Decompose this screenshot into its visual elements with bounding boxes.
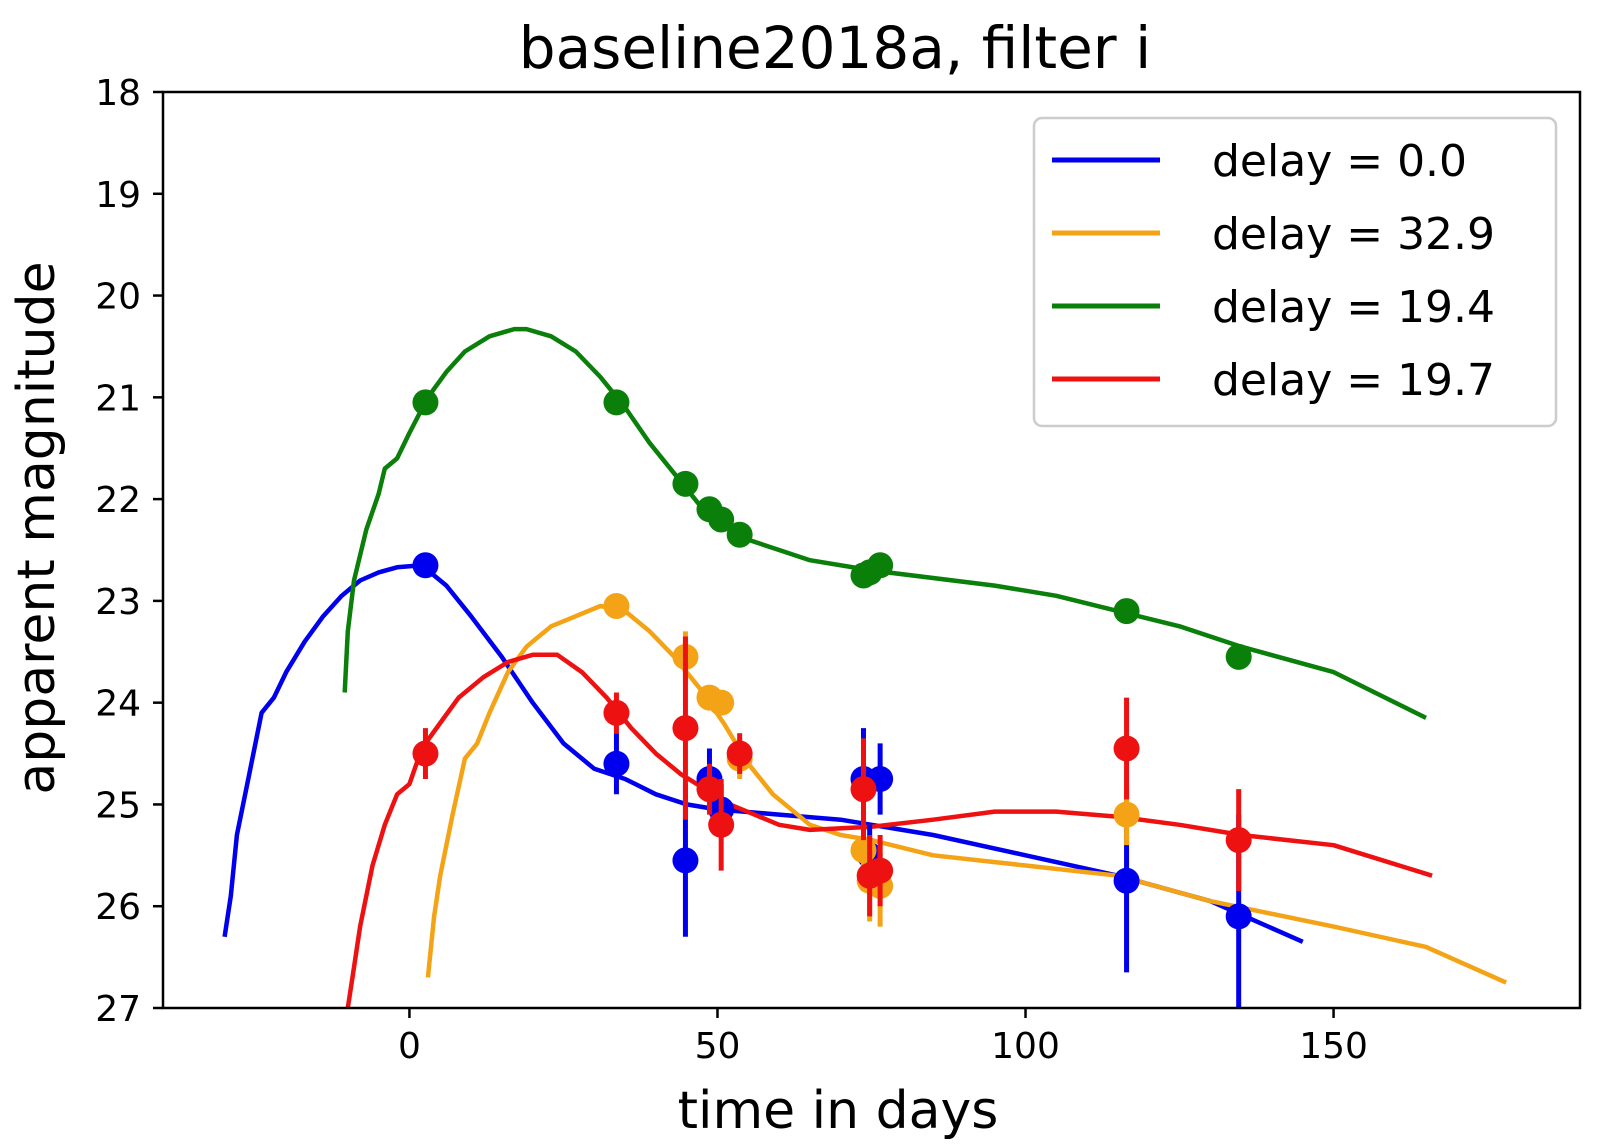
- data-point-1-8: [1113, 801, 1140, 828]
- data-point-2-9: [1113, 598, 1140, 625]
- series-line-1: [425, 603, 1508, 985]
- data-point-1-0: [603, 592, 630, 619]
- legend-box: [1032, 116, 1558, 428]
- data-point-3-4: [708, 811, 735, 838]
- plot-area: [161, 90, 1582, 1010]
- plot-frame: [161, 90, 1582, 1010]
- data-point-3-0: [412, 740, 439, 767]
- chart-title: baseline2018a, filter i: [519, 14, 1151, 82]
- x-tick-label-1: 50: [695, 1026, 741, 1067]
- data-point-2-1: [603, 389, 630, 416]
- y-tick-label-2: 20: [95, 277, 141, 318]
- y-axis-label: apparent magnitude: [7, 261, 67, 794]
- y-tick-label-5: 23: [95, 582, 141, 623]
- y-tick-label-0: 18: [95, 73, 141, 114]
- data-point-2-0: [412, 389, 439, 416]
- x-tick-label-2: 100: [991, 1026, 1060, 1067]
- series-group: [222, 326, 1508, 1008]
- data-point-2-5: [726, 521, 753, 548]
- series-line-2: [342, 326, 1427, 720]
- legend-label-1: delay = 32.9: [1212, 209, 1495, 260]
- x-axis-label: time in days: [678, 1081, 999, 1141]
- y-tick-label-8: 26: [95, 887, 141, 928]
- data-point-0-2: [672, 847, 699, 874]
- data-point-3-2: [672, 715, 699, 742]
- y-tick-label-3: 21: [95, 378, 141, 419]
- data-point-3-3: [696, 776, 723, 803]
- data-point-3-8: [867, 857, 894, 884]
- data-point-1-5: [850, 837, 877, 864]
- legend: delay = 0.0 delay = 32.9 delay = 19.4 delay…: [1032, 116, 1558, 428]
- data-point-2-2: [672, 470, 699, 497]
- data-point-3-6: [850, 776, 877, 803]
- data-point-0-9: [1225, 903, 1252, 930]
- axis-ticks: 0 50 100 150 18 19 20 21 22 23 24 25 26 27: [95, 73, 1368, 1067]
- data-point-3-5: [726, 740, 753, 767]
- y-tick-label-9: 27: [95, 989, 141, 1030]
- data-point-3-9: [1113, 735, 1140, 762]
- data-point-3-10: [1225, 827, 1252, 854]
- data-point-0-8: [1113, 867, 1140, 894]
- series-line-3: [345, 652, 1433, 1008]
- data-point-2-8: [867, 552, 894, 579]
- series-line-0: [222, 563, 1304, 944]
- data-point-1-3: [708, 689, 735, 716]
- data-point-2-4: [708, 506, 735, 533]
- legend-label-3: delay = 19.7: [1212, 355, 1495, 406]
- y-tick-label-7: 25: [95, 785, 141, 826]
- legend-label-2: delay = 19.4: [1212, 282, 1495, 333]
- y-tick-label-4: 22: [95, 480, 141, 521]
- data-point-0-1: [603, 750, 630, 777]
- y-tick-label-1: 19: [95, 175, 141, 216]
- x-tick-label-3: 150: [1299, 1026, 1368, 1067]
- y-tick-label-6: 24: [95, 684, 141, 725]
- data-point-3-1: [603, 699, 630, 726]
- data-point-2-10: [1225, 643, 1252, 670]
- legend-label-0: delay = 0.0: [1212, 136, 1467, 187]
- x-tick-label-0: 0: [398, 1026, 421, 1067]
- data-point-0-0: [412, 552, 439, 579]
